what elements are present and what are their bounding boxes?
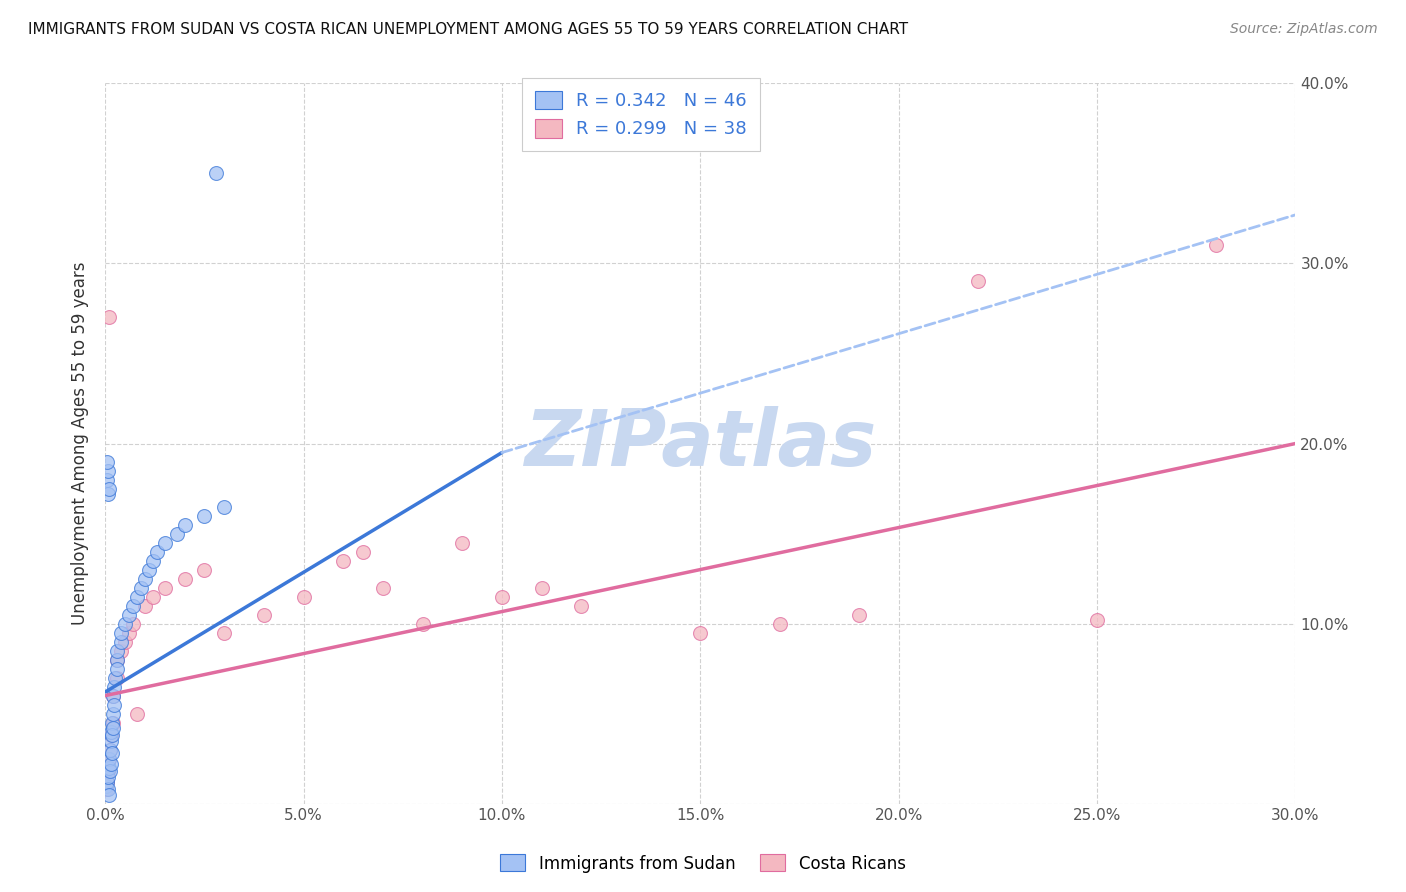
- Point: [100, 724, 122, 739]
- Point: [253, 607, 276, 622]
- Point: [105, 643, 128, 657]
- Point: [105, 662, 128, 676]
- Point: [146, 544, 169, 558]
- Point: [96, 473, 118, 487]
- Point: [110, 634, 132, 648]
- Point: [114, 634, 136, 648]
- Point: [101, 715, 124, 730]
- Point: [114, 616, 136, 631]
- Text: ZIPatlas: ZIPatlas: [524, 406, 876, 482]
- Point: [101, 689, 124, 703]
- Point: [96, 775, 118, 789]
- Point: [205, 166, 228, 180]
- Point: [122, 616, 145, 631]
- Point: [212, 500, 235, 514]
- Point: [129, 581, 152, 595]
- Point: [105, 652, 128, 666]
- Point: [100, 728, 122, 742]
- Point: [98, 751, 121, 765]
- Point: [125, 706, 148, 721]
- Point: [134, 599, 156, 613]
- Point: [352, 544, 374, 558]
- Point: [103, 698, 125, 712]
- Y-axis label: Unemployment Among Ages 55 to 59 years: Unemployment Among Ages 55 to 59 years: [72, 261, 89, 625]
- Point: [110, 625, 132, 640]
- Point: [97, 761, 120, 775]
- Point: [96, 782, 118, 797]
- Point: [98, 751, 121, 765]
- Point: [193, 508, 215, 523]
- Point: [104, 671, 127, 685]
- Point: [101, 689, 124, 703]
- Point: [122, 599, 145, 613]
- Text: Source: ZipAtlas.com: Source: ZipAtlas.com: [1230, 22, 1378, 37]
- Point: [97, 487, 120, 501]
- Text: IMMIGRANTS FROM SUDAN VS COSTA RICAN UNEMPLOYMENT AMONG AGES 55 TO 59 YEARS CORR: IMMIGRANTS FROM SUDAN VS COSTA RICAN UNE…: [28, 22, 908, 37]
- Point: [212, 625, 235, 640]
- Point: [569, 599, 592, 613]
- Point: [98, 742, 121, 756]
- Point: [105, 652, 128, 666]
- Point: [142, 590, 165, 604]
- Point: [98, 764, 121, 779]
- Legend: Immigrants from Sudan, Costa Ricans: Immigrants from Sudan, Costa Ricans: [494, 847, 912, 880]
- Point: [98, 482, 121, 496]
- Point: [967, 275, 990, 289]
- Point: [530, 581, 553, 595]
- Point: [332, 553, 354, 567]
- Point: [105, 671, 128, 685]
- Point: [96, 779, 118, 793]
- Point: [100, 733, 122, 747]
- Point: [98, 788, 121, 802]
- Point: [371, 581, 394, 595]
- Point: [100, 757, 122, 772]
- Point: [97, 770, 120, 784]
- Point: [769, 616, 792, 631]
- Point: [101, 728, 124, 742]
- Point: [689, 625, 711, 640]
- Point: [100, 746, 122, 760]
- Point: [103, 680, 125, 694]
- Point: [138, 563, 160, 577]
- Point: [848, 607, 870, 622]
- Point: [96, 454, 118, 468]
- Point: [97, 464, 120, 478]
- Point: [491, 590, 513, 604]
- Point: [153, 581, 176, 595]
- Point: [451, 535, 474, 549]
- Point: [173, 572, 195, 586]
- Point: [125, 590, 148, 604]
- Point: [173, 517, 195, 532]
- Point: [1205, 238, 1227, 252]
- Point: [193, 563, 215, 577]
- Point: [1085, 613, 1108, 627]
- Point: [97, 764, 120, 779]
- Point: [153, 535, 176, 549]
- Point: [96, 775, 118, 789]
- Point: [101, 721, 124, 735]
- Point: [292, 590, 315, 604]
- Point: [142, 553, 165, 567]
- Point: [166, 526, 188, 541]
- Point: [98, 310, 121, 325]
- Point: [110, 643, 132, 657]
- Point: [412, 616, 434, 631]
- Point: [101, 715, 124, 730]
- Point: [97, 782, 120, 797]
- Point: [134, 572, 156, 586]
- Point: [118, 625, 141, 640]
- Point: [98, 742, 121, 756]
- Point: [101, 706, 124, 721]
- Point: [118, 607, 141, 622]
- Legend: R = 0.342   N = 46, R = 0.299   N = 38: R = 0.342 N = 46, R = 0.299 N = 38: [522, 78, 759, 151]
